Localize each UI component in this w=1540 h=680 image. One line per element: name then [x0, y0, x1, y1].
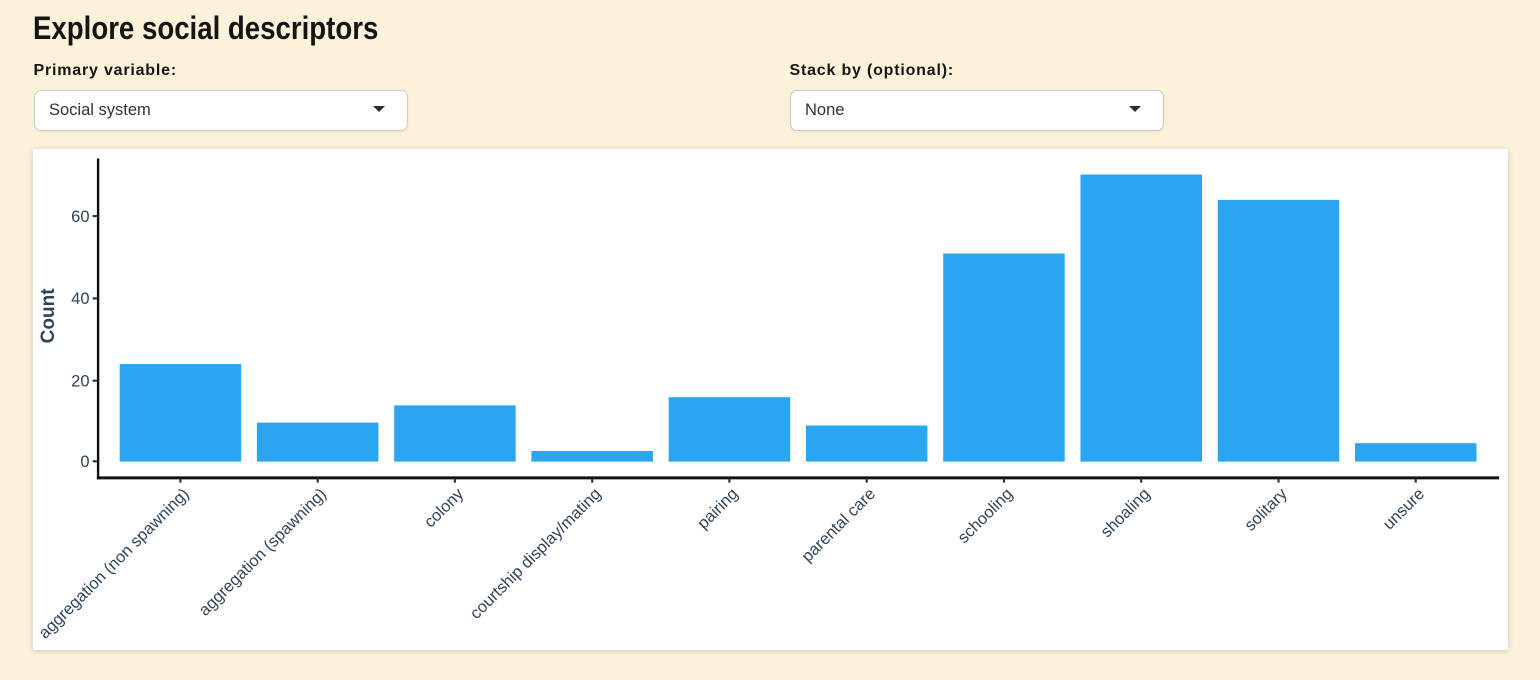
svg-text:aggregation (non spawning): aggregation (non spawning)	[35, 485, 192, 642]
svg-text:40: 40	[71, 290, 89, 308]
svg-text:pairing: pairing	[694, 485, 742, 533]
svg-text:Count: Count	[38, 288, 59, 344]
svg-text:60: 60	[71, 208, 89, 226]
svg-text:20: 20	[71, 373, 89, 391]
svg-text:parental care: parental care	[798, 485, 879, 566]
svg-text:colony: colony	[421, 485, 468, 532]
svg-text:schooling: schooling	[954, 485, 1016, 547]
svg-text:aggregation (spawning): aggregation (spawning)	[195, 485, 330, 620]
svg-text:unsure: unsure	[1380, 485, 1428, 533]
svg-text:shoaling: shoaling	[1097, 485, 1153, 541]
svg-text:solitary: solitary	[1241, 485, 1291, 535]
svg-text:0: 0	[80, 453, 89, 471]
svg-text:courtship display/mating: courtship display/mating	[467, 485, 605, 623]
